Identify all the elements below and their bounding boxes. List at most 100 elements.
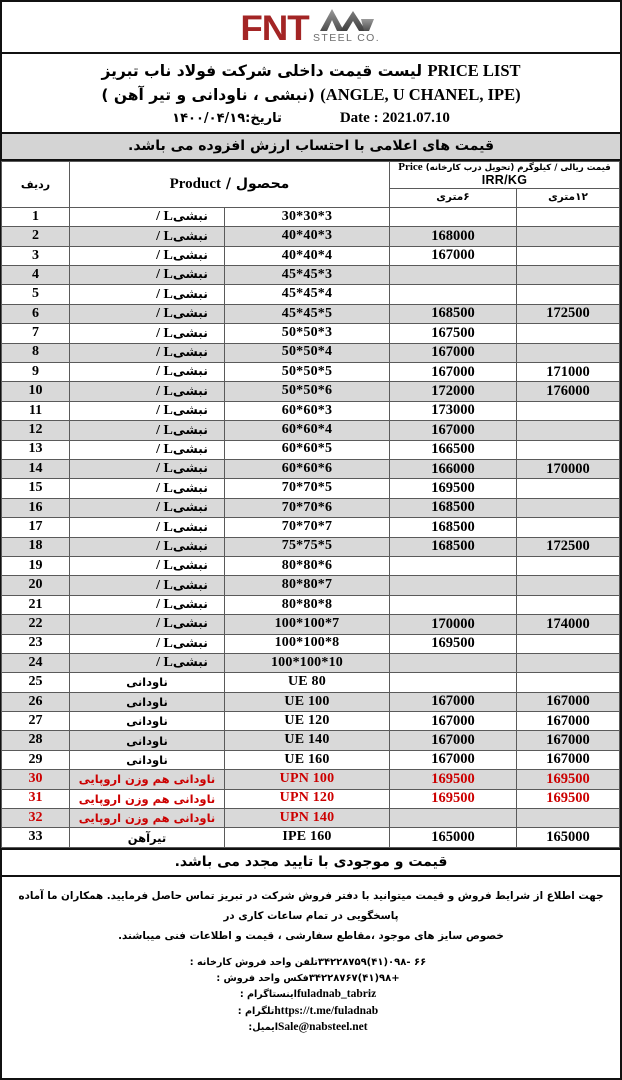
contact-value[interactable]: https://t.me/fuladnab — [274, 1004, 379, 1017]
cell-size: 50*50*4 — [223, 342, 390, 364]
title-line-2: (ANGLE, U CHANEL, IPE) (نبشی ، ناودانی و… — [2, 83, 620, 107]
cell-row-number: 5 — [0, 284, 70, 305]
cell-size: UPN 120 — [223, 788, 390, 810]
cell-price-6m: 173000 — [388, 400, 518, 422]
date-fa-value: ۱۴۰۰/۰۴/۱۹ — [172, 110, 246, 126]
header-product-en: Product — [169, 175, 221, 192]
cell-product: نبشیL / — [68, 323, 225, 344]
cell-size: 45*45*3 — [223, 265, 390, 286]
cell-size: 100*100*10 — [223, 652, 390, 674]
product-name-fa: ناودانی — [126, 753, 168, 767]
cell-price-12m — [516, 633, 620, 654]
footer-paragraph-line-1: جهت اطلاع از شرایط فروش و قیمت میتوانید … — [18, 889, 604, 922]
date-line: Date : 2021.07.10 تاریخ:۱۴۰۰/۰۴/۱۹ — [2, 110, 620, 127]
header-product-sep: / — [221, 175, 231, 192]
product-name-fa: نبشی — [172, 537, 208, 553]
cell-row-number: 27 — [0, 711, 70, 732]
cell-row-number: 2 — [0, 226, 70, 247]
subtitle-en: (ANGLE, U CHANEL, IPE) — [320, 84, 521, 104]
product-name-fa: نبشی — [172, 247, 208, 263]
cell-row-number: 15 — [0, 478, 70, 499]
product-latin-symbol: L / — [156, 461, 173, 477]
cell-product: نبشیL / — [68, 478, 225, 499]
logo-mark-column: STEEL CO. — [313, 9, 380, 44]
subtitle-fa: (نبشی ، ناودانی و تیر آهن ) — [101, 85, 315, 104]
cell-price-12m — [516, 439, 620, 460]
table-row: 167000 167000 UE 160 ناودانی 29 — [0, 749, 620, 771]
table-row: 45*45*4 نبشیL /5 — [0, 284, 620, 305]
cell-price-12m — [516, 265, 620, 286]
header-product-fa: محصول — [235, 175, 290, 192]
product-latin-symbol: L / — [156, 267, 173, 283]
cell-product: نبشیL / — [68, 226, 225, 247]
cell-price-6m: 167000 — [388, 245, 518, 267]
cell-price-12m — [516, 206, 620, 228]
cell-row-number: 29 — [0, 749, 70, 771]
cell-row-number: 30 — [0, 769, 70, 790]
table-row: 167500 50*50*3 نبشیL /7 — [0, 323, 620, 344]
table-row: 166500 60*60*5 نبشیL /13 — [0, 439, 620, 460]
product-name-fa: نبشی — [172, 305, 208, 321]
cell-product: نبشیL / — [68, 420, 225, 441]
cell-row-number: 20 — [0, 575, 70, 596]
product-name-fa: نبشی — [172, 596, 208, 612]
title-fa: لیست قیمت داخلی شرکت فولاد ناب تبریز — [101, 62, 423, 80]
product-name-fa: ناودانی — [126, 714, 168, 729]
product-name-fa: نبشی — [172, 518, 208, 534]
cell-price-6m — [388, 594, 518, 616]
cell-size: UE 80 — [223, 672, 390, 693]
cell-product: ناودانی — [68, 730, 225, 751]
cell-size: UPN 140 — [223, 808, 390, 829]
product-latin-symbol: L / — [156, 635, 173, 651]
table-row: 173000 60*60*3 نبشیL /11 — [0, 400, 620, 422]
cell-size: 70*70*7 — [223, 517, 390, 538]
product-latin-symbol: L / — [156, 538, 173, 554]
product-latin-symbol: L / — [156, 597, 173, 613]
cell-price-6m — [388, 575, 518, 596]
table-row: 100*100*10 نبشیL /24 — [0, 652, 620, 674]
contact-row: +۹۸(۴۱)۳۴۲۲۸۷۶۷ فکس واحد فروش : — [216, 973, 405, 984]
header-row-number: ردیف — [0, 160, 70, 208]
cell-price-6m: 166000 — [388, 458, 518, 480]
cell-size: 45*45*4 — [223, 284, 390, 305]
cell-price-6m: 168500 — [388, 536, 518, 557]
cell-size: 70*70*5 — [223, 478, 390, 499]
contact-value[interactable]: Sale@nabsteel.net — [278, 1021, 368, 1034]
cell-size: 70*70*6 — [223, 497, 390, 519]
cell-price-12m — [516, 497, 620, 519]
cell-size: 60*60*5 — [223, 439, 390, 460]
logo-wordmark: FNT — [240, 8, 309, 48]
product-latin-symbol: L / — [156, 500, 173, 516]
table-row: 169500 100*100*8 نبشیL /23 — [0, 633, 620, 654]
cell-size: 50*50*3 — [223, 323, 390, 344]
cell-price-12m — [516, 284, 620, 305]
cell-size: UE 100 — [223, 691, 390, 713]
vat-notice-banner: قیمت های اعلامی با احتساب ارزش افزوده می… — [2, 133, 620, 161]
cell-row-number: 3 — [0, 245, 70, 267]
cell-row-number: 6 — [0, 303, 70, 325]
product-name-fa: نبشی — [172, 227, 208, 243]
product-latin-symbol: L / — [156, 248, 173, 264]
product-latin-symbol: L / — [156, 422, 173, 438]
cell-product: تیرآهن — [68, 827, 225, 848]
table-row: 80*80*6 نبشیL /19 — [0, 555, 620, 577]
cell-price-6m: 169500 — [388, 633, 518, 654]
cell-product: نبشیL / — [68, 458, 225, 480]
cell-price-6m — [388, 555, 518, 577]
table-row: 30*30*3 نبشیL /1 — [0, 206, 620, 228]
cell-price-12m: 174000 — [516, 614, 620, 635]
cell-size: 60*60*6 — [223, 458, 390, 480]
contact-row: https://t.me/fuladnab تلگرام : — [238, 1005, 384, 1017]
product-name-fa: ناودانی — [126, 733, 168, 748]
cell-price-12m — [516, 400, 620, 422]
cell-size: UE 160 — [223, 749, 390, 771]
cell-price-12m: 171000 — [516, 362, 620, 383]
product-name-fa: نبشی — [172, 285, 208, 301]
cell-row-number: 13 — [0, 439, 70, 460]
contact-value[interactable]: fuladnab_tabriz — [296, 988, 377, 1001]
product-name-fa: نبشی — [172, 654, 208, 670]
product-name-fa: نبشی — [172, 324, 208, 340]
contact-row: fuladnab_tabriz اینستاگرام : — [240, 988, 382, 1000]
cell-product: نبشیL / — [68, 594, 225, 616]
product-name-fa: ناودانی هم وزن اروپایی — [78, 791, 216, 806]
